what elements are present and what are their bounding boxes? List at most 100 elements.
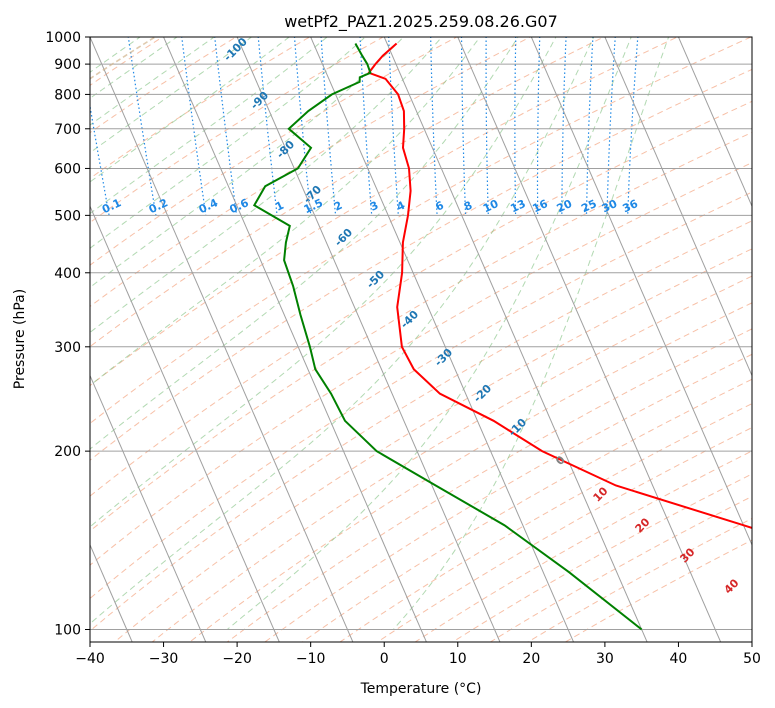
y-tick-label: 500 — [54, 208, 81, 224]
dry-adiabat — [90, 68, 752, 461]
dry-adiabat — [188, 302, 752, 642]
moist-adiabat — [226, 37, 632, 630]
reference-curve — [90, 37, 157, 80]
isotherm — [90, 543, 133, 642]
isotherm — [236, 37, 501, 642]
x-tick-label: −10 — [296, 651, 326, 667]
chart-title: wetPf2_PAZ1.2025.259.08.26.G07 — [284, 12, 558, 32]
isotherm — [90, 374, 207, 642]
y-tick-label: 100 — [54, 623, 81, 639]
mixing-ratio-line — [359, 37, 373, 216]
y-tick-label: 400 — [54, 266, 81, 282]
mixing-ratio-label: 16 — [530, 197, 550, 215]
isotherm — [530, 37, 752, 547]
mixing-ratio-line — [485, 37, 489, 216]
moist-adiabat — [392, 37, 670, 630]
dry-adiabat-label: -50 — [364, 268, 387, 291]
y-tick-label: 700 — [54, 122, 81, 138]
x-tick-label: 40 — [670, 651, 688, 667]
moist-adiabat — [90, 37, 178, 100]
dry-adiabat — [90, 37, 532, 308]
dry-adiabat — [226, 328, 752, 642]
sounding-lines — [252, 42, 752, 631]
mixing-ratio-line — [460, 37, 467, 216]
x-tick-label: −40 — [75, 651, 105, 667]
y-tick-label: 1000 — [45, 30, 81, 46]
y-tick-label: 200 — [54, 444, 81, 460]
isotherm — [383, 37, 648, 642]
dry-adiabat — [90, 131, 752, 532]
dry-adiabat-label: -30 — [432, 346, 455, 369]
mixing-ratio-label: 25 — [579, 197, 598, 215]
mixing-ratio-line — [388, 37, 399, 216]
mixing-ratio-label: 10 — [481, 197, 501, 215]
x-tick-label: −30 — [149, 651, 179, 667]
mixing-ratio-label: 4 — [395, 199, 408, 214]
y-tick-label: 900 — [54, 57, 81, 73]
dry-adiabat-label: 30 — [678, 545, 698, 565]
dry-adiabat — [90, 37, 752, 424]
mixing-ratio-label: 36 — [621, 197, 641, 215]
mixing-ratio-label: 20 — [555, 197, 575, 215]
isotherm — [0, 12, 65, 656]
moist-adiabat — [90, 37, 443, 334]
x-tick-label: 20 — [522, 651, 540, 667]
mixing-ratio-label: 2 — [332, 199, 344, 214]
dry-adiabat — [264, 353, 752, 642]
x-axis: −40 −30 −20 −10 0 10 20 30 40 50 — [75, 642, 761, 667]
moist-adiabat — [90, 37, 557, 528]
mixing-ratio-label: 0.4 — [197, 196, 220, 216]
isotherm — [163, 37, 427, 642]
isotherm — [90, 205, 280, 642]
mixing-ratio-line — [606, 37, 616, 216]
mixing-ratio-label: 6 — [433, 199, 446, 214]
moist-adiabat — [90, 37, 481, 387]
isotherm — [751, 37, 752, 39]
mixing-ratio-line — [514, 37, 517, 216]
plot-frame — [89, 36, 753, 643]
dry-adiabat-label: 10 — [591, 484, 611, 504]
mixing-ratio-label: 30 — [600, 197, 620, 215]
background-lines — [0, 12, 752, 656]
y-axis-title: Pressure (hPa) — [12, 289, 28, 389]
dry-adiabat — [90, 37, 311, 179]
y-tick-label: 600 — [54, 161, 81, 177]
y-tick-label: 300 — [54, 340, 81, 356]
dry-adiabat-label: -60 — [332, 226, 355, 249]
dry-adiabat — [90, 37, 458, 266]
dry-adiabat — [301, 378, 752, 642]
y-tick-label: 800 — [54, 87, 81, 103]
mixing-ratio-line — [181, 37, 207, 216]
dry-adiabat-label: -10 — [506, 416, 529, 439]
mixing-ratio-label: 13 — [508, 197, 527, 215]
moist-adiabat — [90, 37, 519, 450]
dry-adiabat — [90, 37, 679, 387]
dry-adiabat — [414, 450, 752, 642]
mixing-ratio-label: 3 — [368, 199, 380, 214]
dry-adiabat — [151, 275, 752, 642]
dry-adiabat — [90, 37, 237, 134]
mixing-ratio-line — [127, 37, 157, 216]
x-tick-label: 0 — [380, 651, 389, 667]
isotherm — [457, 37, 722, 642]
dry-adiabat — [90, 100, 752, 497]
mixing-ratio-line — [536, 37, 541, 216]
dry-adiabat-label: 20 — [633, 515, 653, 535]
dry-adiabat — [90, 162, 752, 566]
isotherm — [310, 37, 575, 642]
moist-adiabat — [90, 37, 595, 625]
dry-adiabat — [113, 248, 752, 642]
dry-adiabat-label: -100 — [221, 35, 250, 64]
mixing-ratio-line — [320, 37, 337, 216]
line-labels: -100-90-80-70-60-50-40-30-20-10010203040… — [100, 35, 742, 597]
mixing-ratio-label: 8 — [462, 199, 474, 214]
dry-adiabat-label: -40 — [398, 308, 421, 331]
dry-adiabat — [90, 220, 752, 632]
moist-adiabat — [90, 37, 405, 288]
temperature-line — [367, 42, 752, 529]
isotherm — [90, 37, 354, 642]
dry-adiabat-label: -80 — [274, 138, 297, 161]
x-tick-label: 10 — [449, 651, 467, 667]
moist-adiabat — [90, 37, 290, 183]
